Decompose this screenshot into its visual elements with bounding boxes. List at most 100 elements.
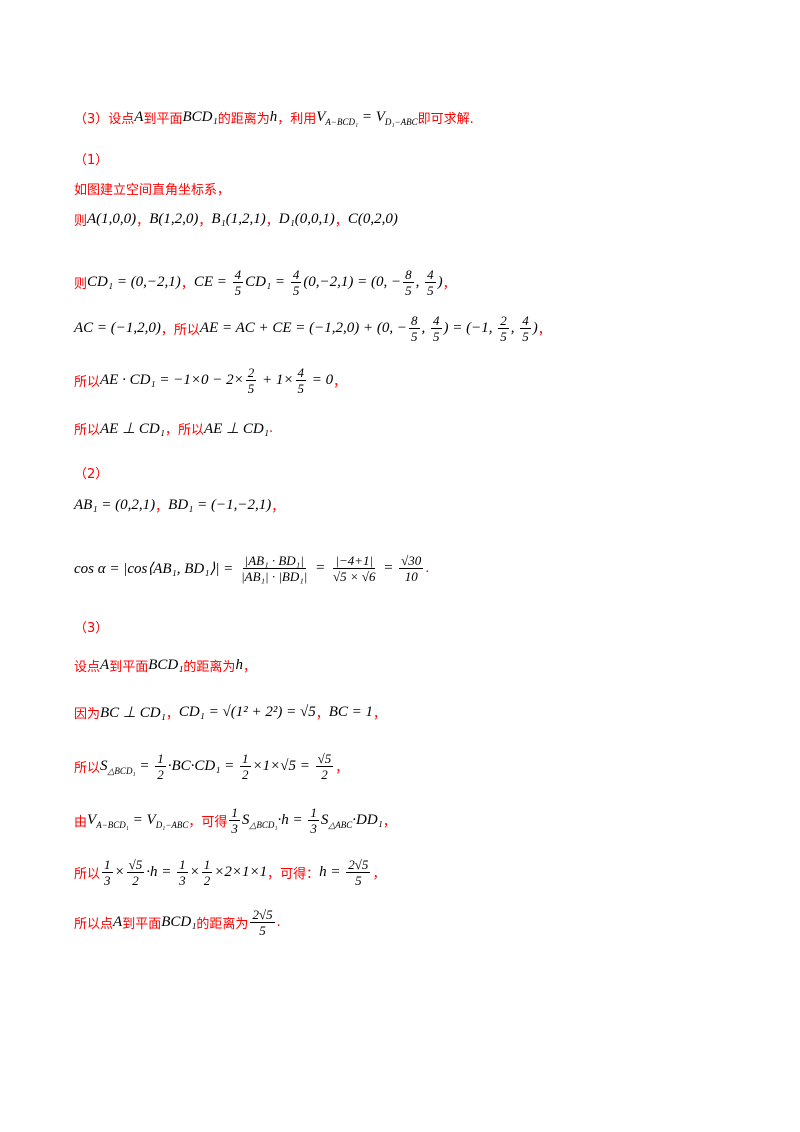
text: 的距离为 [183,659,236,675]
text: （2） [74,466,109,482]
math: BD₁ = (−1,−2,1) [168,496,272,513]
text: 所以 [74,760,101,776]
text-line: （1） [74,146,108,170]
math: AE · CD₁ = −1×0 − 2× [100,371,244,388]
denominator: 2 [157,766,164,782]
numerator: 4 [520,312,531,329]
math: S [320,811,329,828]
text: 因为 [74,706,101,722]
denominator: 5 [411,328,418,344]
text: ，可得： [267,866,320,882]
text-line: 所以 AE · CD₁ = −1×0 − 2× 2 5 + 1× 4 5 = 0， [74,365,346,396]
text-line: AB₁ = (0,2,1)， BD₁ = (−1,−2,1)， [74,493,284,517]
math: CD₁ = (0,−2,1) [87,273,181,290]
math: CD₁ = √(1² + 2²) = √5 [178,703,316,720]
numerator: 8 [403,266,414,283]
subscript: △BCD₁ [249,819,278,830]
denominator: √5 × √6 [332,568,376,584]
math: + 1× [258,371,294,388]
math: , [415,273,424,290]
math: × [189,863,200,880]
math: A [134,108,144,125]
subscript: A−BCD₁ [325,117,359,127]
math: × [114,863,125,880]
denominator: 5 [427,282,434,298]
math: h = [319,863,345,880]
denominator: 5 [405,282,412,298]
denominator: 5 [259,922,266,938]
text: . [425,560,430,576]
numerator: 1 [102,856,113,873]
math: A(1,0,0) [87,210,137,227]
math: (0,−2,1) = (0, − [303,273,402,290]
numerator: 4 [232,266,244,283]
text: 如图建立空间直角坐标系， [74,182,231,198]
fraction: |AB₁ · BD₁| |AB₁| · |BD₁| [239,553,309,584]
math: ·DD₁ [352,811,383,828]
numerator: |AB₁ · BD₁| [242,552,306,569]
math: AE = AC + CE = (−1,2,0) + (0, − [199,319,408,336]
math: ×2×1×1 [214,863,268,880]
subscript: D₁−ABC [384,117,418,127]
math: D₁(0,0,1) [278,210,335,227]
math: B₁(1,2,1) [211,210,266,227]
fraction: √5 2 [315,751,334,782]
math: ×1×√5 = [252,757,314,774]
fraction: √30 10 [399,552,424,584]
text-line: cos α = |cos⟨AB₁, BD₁⟩| = |AB₁ · BD₁| |AB… [74,553,430,584]
denominator: 5 [500,328,507,344]
denominator: 2 [242,766,249,782]
math: cos α = |cos⟨AB₁, BD₁⟩| = [74,560,238,577]
text-line: 所以点 A 到平面 BCD₁ 的距离为 2√5 5. [74,907,281,938]
math: AE ⊥ CD₁ [100,420,165,437]
math: ) [532,319,538,336]
text: ， [334,213,348,229]
math: BCD₁ [148,656,184,673]
math: AE ⊥ CD₁ [203,420,269,437]
denominator: 2 [132,872,139,888]
math: B(1,2,0) [149,210,199,227]
numerator: 4 [425,266,436,283]
text: 设点 [74,659,101,675]
text: ， [382,814,396,830]
text: 所以 [74,866,101,882]
subscript: △BCD₁ [107,765,136,776]
math: BCD₁ [161,913,197,930]
fraction: |−4+1| √5 × √6 [331,553,378,584]
text: 即可求解. [417,111,474,127]
text: 由 [74,814,88,830]
numerator: 1 [308,804,319,821]
text: ， [372,866,386,882]
text-line: 设点 A 到平面 BCD₁ 的距离为 h， [74,653,256,677]
text: 则 [74,276,88,292]
text: （3）设点 [74,111,135,127]
text-line: 所以 AE ⊥ CD₁ ，所以 AE ⊥ CD₁. [74,416,273,440]
numerator: 2√5 [346,856,371,873]
text: 的距离为 [196,916,249,932]
text-line: （3）设点 A 到平面 BCD₁ 的距离为 h ，利用 V A−BCD₁ = V D₁−ABC 即可… [74,105,474,129]
text-line: （3） [74,614,108,638]
numerator: √30 [399,552,424,569]
text: 到平面 [109,659,149,675]
text: 所以点 [74,916,114,932]
text: ， [265,213,279,229]
math: , [510,319,519,336]
text-line: AC = (−1,2,0) ，所以 AE = AC + CE = (−1,2,0) … [74,312,551,344]
math: A [100,656,110,673]
text: ， [165,706,179,722]
denominator: 2 [203,872,211,888]
text-line: 因为 BC ⊥ CD₁， CD₁ = √(1² + 2²) = √5， BC = 1， [74,700,386,724]
